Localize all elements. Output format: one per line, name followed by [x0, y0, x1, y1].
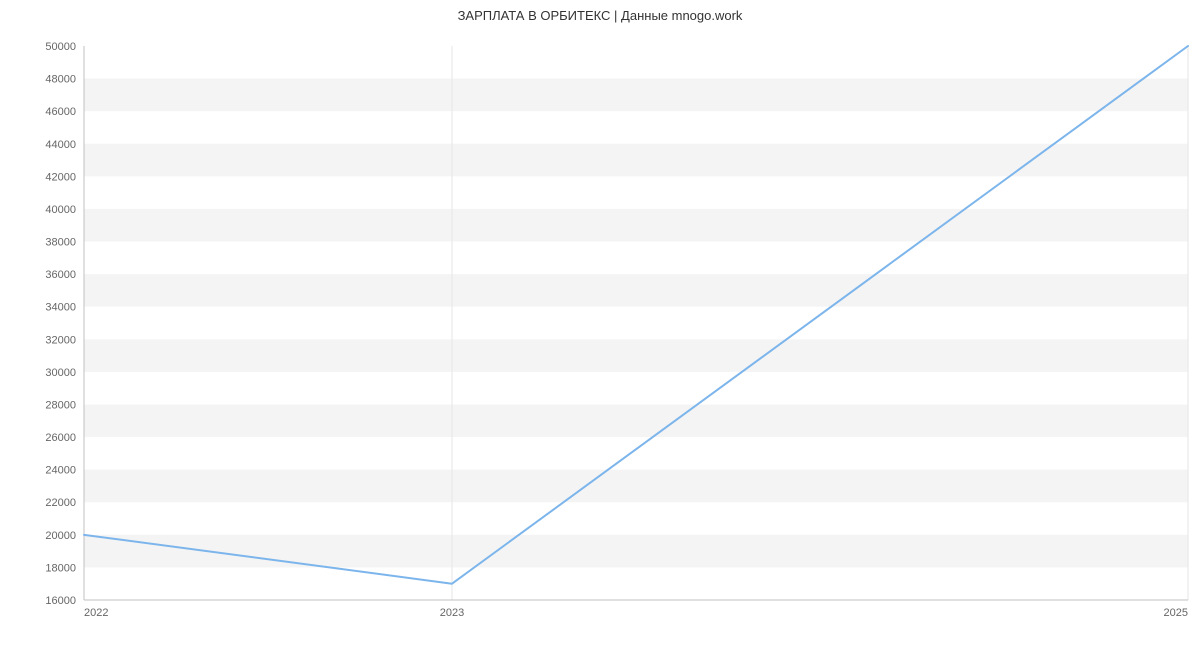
- svg-text:42000: 42000: [45, 171, 76, 183]
- svg-text:24000: 24000: [45, 465, 76, 477]
- svg-text:46000: 46000: [45, 106, 76, 118]
- svg-text:20000: 20000: [45, 530, 76, 542]
- svg-text:18000: 18000: [45, 562, 76, 574]
- svg-text:32000: 32000: [45, 334, 76, 346]
- svg-text:40000: 40000: [45, 204, 76, 216]
- svg-text:2025: 2025: [1164, 607, 1188, 619]
- svg-text:48000: 48000: [45, 74, 76, 86]
- salary-line-chart: ЗАРПЛАТА В ОРБИТЕКС | Данные mnogo.work …: [0, 0, 1200, 650]
- svg-text:28000: 28000: [45, 399, 76, 411]
- svg-text:44000: 44000: [45, 139, 76, 151]
- chart-svg: 16000 18000 20000 22000 24000 26000 28000 30000…: [0, 0, 1200, 650]
- chart-title: ЗАРПЛАТА В ОРБИТЕКС | Данные mnogo.work: [0, 8, 1200, 23]
- svg-text:38000: 38000: [45, 237, 76, 249]
- svg-text:2023: 2023: [440, 607, 464, 619]
- svg-text:36000: 36000: [45, 269, 76, 281]
- svg-text:50000: 50000: [45, 41, 76, 53]
- svg-text:30000: 30000: [45, 367, 76, 379]
- svg-text:22000: 22000: [45, 497, 76, 509]
- svg-text:16000: 16000: [45, 595, 76, 607]
- svg-text:34000: 34000: [45, 302, 76, 314]
- svg-text:26000: 26000: [45, 432, 76, 444]
- svg-text:2022: 2022: [84, 607, 108, 619]
